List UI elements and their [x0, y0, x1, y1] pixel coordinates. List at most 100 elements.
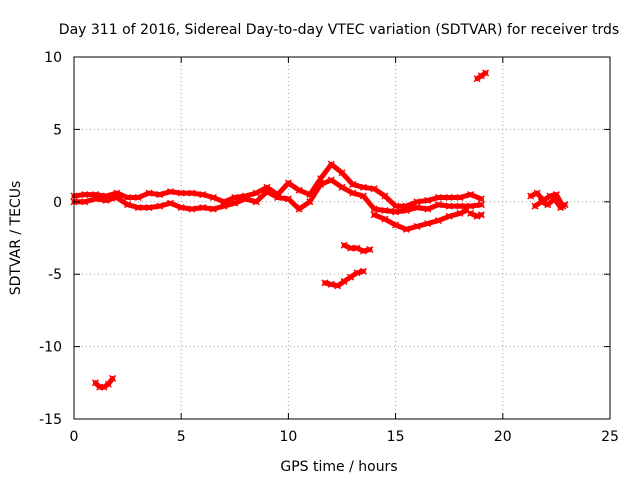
- data-point: [424, 219, 432, 228]
- data-point: [434, 193, 443, 201]
- data-point: [359, 267, 367, 275]
- series-trace-dip-track: [371, 208, 469, 232]
- data-point: [527, 192, 535, 200]
- data-point: [473, 212, 481, 220]
- data-point: [340, 277, 348, 285]
- y-tick-label: 10: [44, 50, 62, 66]
- data-point: [284, 179, 292, 187]
- data-point: [537, 198, 545, 206]
- x-tick-label: 10: [279, 429, 297, 445]
- data-point: [340, 241, 348, 249]
- data-point: [188, 205, 196, 213]
- data-point: [231, 199, 239, 207]
- data-point: [166, 188, 175, 196]
- data-point: [156, 202, 164, 210]
- data-point: [477, 72, 485, 80]
- data-point: [252, 189, 260, 197]
- data-point: [477, 195, 485, 203]
- y-tick-label: -10: [39, 340, 62, 356]
- data-point: [370, 185, 378, 193]
- data-point: [317, 175, 325, 183]
- data-point: [134, 204, 142, 212]
- data-point: [359, 183, 367, 191]
- data-point: [317, 180, 325, 188]
- data-point: [100, 383, 108, 391]
- data-point: [274, 193, 282, 201]
- x-tick-label: 0: [70, 429, 79, 445]
- data-point: [531, 202, 539, 210]
- data-point: [424, 196, 432, 204]
- data-point: [81, 191, 89, 199]
- data-point: [263, 188, 271, 196]
- data-point: [392, 208, 400, 216]
- data-point: [145, 204, 153, 212]
- data-point: [347, 244, 355, 252]
- data-point: [424, 205, 432, 213]
- data-point: [166, 199, 175, 207]
- data-point: [252, 198, 260, 206]
- data-point: [370, 211, 378, 219]
- data-point: [231, 193, 239, 201]
- data-point: [177, 204, 185, 212]
- data-point: [413, 204, 421, 212]
- data-point: [156, 191, 164, 199]
- data-point: [321, 279, 329, 287]
- data-point: [477, 211, 485, 219]
- data-point: [145, 189, 153, 197]
- data-point: [241, 195, 250, 203]
- data-point: [209, 205, 217, 213]
- data-point: [81, 198, 89, 206]
- x-tick-label: 25: [601, 429, 619, 445]
- data-point: [456, 209, 464, 217]
- data-point: [327, 176, 335, 184]
- data-point: [557, 204, 565, 212]
- plot-frame: [73, 56, 611, 420]
- data-point: [366, 246, 374, 254]
- data-point: [199, 204, 207, 212]
- data-point: [473, 75, 481, 83]
- data-point: [349, 180, 357, 188]
- x-tick-label: 5: [177, 429, 186, 445]
- data-point: [392, 202, 400, 210]
- data-point: [188, 189, 196, 197]
- data-point: [113, 193, 121, 201]
- data-point: [533, 189, 541, 197]
- data-point: [295, 186, 303, 194]
- data-point: [349, 189, 357, 197]
- data-point: [381, 215, 389, 223]
- data-point: [353, 269, 361, 277]
- grid-layer: [74, 57, 610, 419]
- data-point: [338, 169, 346, 177]
- y-axis-label: SDTVAR / TECUs: [8, 181, 24, 296]
- y-tick-label: 0: [53, 195, 62, 211]
- data-point: [347, 273, 355, 281]
- data-point: [402, 206, 410, 215]
- data-point: [413, 198, 421, 206]
- data-point: [550, 195, 558, 203]
- x-tick-label: 15: [387, 429, 405, 445]
- data-point: [477, 201, 485, 209]
- data-point: [413, 222, 421, 230]
- data-point: [381, 192, 389, 200]
- data-point: [359, 192, 367, 200]
- data-point: [434, 217, 443, 225]
- data-point: [392, 221, 400, 229]
- data-point: [327, 160, 335, 168]
- data-point: [284, 195, 292, 203]
- y-tick-label: 5: [53, 122, 62, 138]
- data-point: [359, 247, 367, 255]
- data-point: [220, 202, 228, 210]
- data-point: [334, 282, 342, 290]
- data-point: [199, 191, 207, 199]
- data-layer: [70, 69, 569, 391]
- data-point: [353, 244, 361, 252]
- data-point: [467, 209, 475, 217]
- data-point: [445, 193, 453, 201]
- data-point: [134, 193, 142, 201]
- data-point: [445, 202, 453, 210]
- data-point: [467, 191, 475, 199]
- x-tick-label: 20: [494, 429, 512, 445]
- y-tick-label: -5: [48, 267, 62, 283]
